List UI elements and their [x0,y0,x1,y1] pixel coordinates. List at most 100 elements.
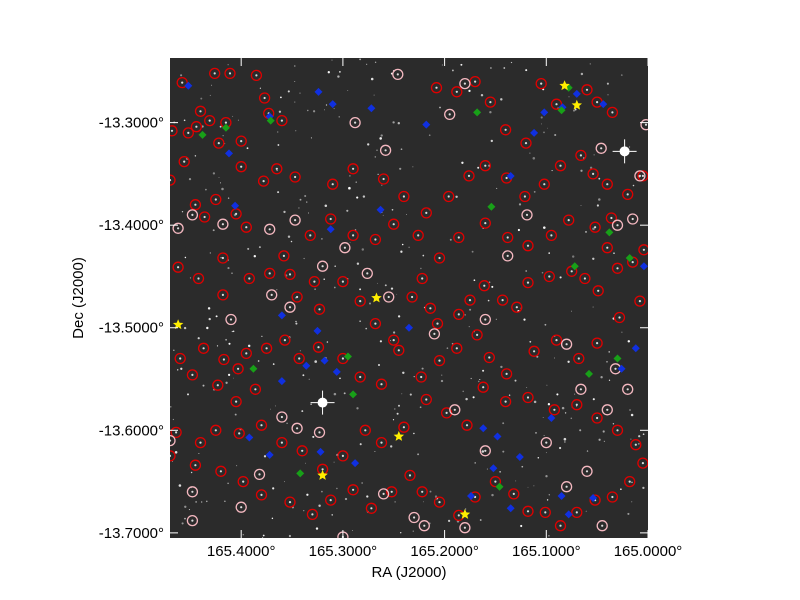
background-star [593,154,595,156]
background-star [318,504,321,508]
background-star [500,365,503,369]
red-circle-marker [243,272,255,285]
background-star [272,363,275,365]
red-circle-marker [354,295,366,307]
background-star [394,408,396,410]
red-circle-marker [415,371,427,383]
background-star [173,349,175,351]
red-circle-marker [304,229,316,242]
background-star [441,374,443,376]
red-circle-marker [212,379,224,391]
pink-circle-marker [264,223,276,235]
yellow-star-marker [393,431,405,441]
background-star [237,119,239,121]
pink-circle-marker [408,511,420,524]
red-circle-marker [170,125,178,137]
red-circle-marker [573,352,585,365]
background-star [548,534,550,537]
pink-circle-marker [634,170,646,182]
red-circle-marker [377,173,390,185]
red-circle-marker [291,291,303,303]
background-star [225,338,228,341]
red-circle-marker [500,368,513,380]
blue-diamond-marker [506,504,515,513]
red-circle-marker [250,69,263,82]
background-star [227,373,231,377]
background-star [188,509,190,511]
red-circle-marker [255,489,268,501]
background-star [331,514,333,516]
red-circle-marker [605,212,618,224]
background-star [280,96,282,99]
green-diamond-marker [296,469,305,478]
background-star [184,256,187,259]
background-star [571,310,572,312]
background-star [359,58,361,61]
red-circle-marker [213,137,225,149]
green-diamond-marker [570,262,579,271]
background-star [472,396,475,399]
red-circle-marker [375,378,388,390]
red-circle-marker [545,229,558,242]
x-tick-label: 165.3000° [309,543,378,560]
background-star [183,119,186,122]
background-star [580,169,583,172]
background-star [548,252,550,254]
pink-circle-marker [595,142,607,154]
red-circle-marker [313,303,326,315]
red-circle-marker [624,475,636,488]
background-star [310,403,312,405]
red-circle-marker [369,233,382,246]
background-star [630,413,634,417]
background-star [277,144,280,146]
blue-diamond-marker [557,491,566,500]
pink-circle-marker [521,209,533,221]
background-star [547,403,551,406]
background-star [574,108,577,111]
green-diamond-marker [495,482,504,491]
red-circle-marker [276,436,288,449]
background-star [412,166,414,168]
background-star [221,187,224,191]
background-star [399,167,402,170]
background-star [324,204,328,207]
red-circle-marker [210,424,222,436]
background-star [460,63,463,66]
blue-diamond-marker [328,100,337,109]
background-star [257,360,260,362]
red-circle-marker [606,106,619,119]
red-circle-marker [479,217,491,229]
background-star [361,248,365,251]
background-star [568,96,570,98]
background-star [344,497,348,501]
background-star [533,190,536,193]
background-star [308,212,309,214]
red-circle-marker [178,155,190,168]
y-tick-label: -13.4000° [99,217,164,234]
background-star [481,450,485,453]
red-circle-marker [433,496,446,508]
red-circle-marker [404,469,416,482]
background-star [224,500,226,502]
blue-diamond-marker [326,225,335,234]
background-star [305,462,306,464]
background-star [365,327,368,330]
background-star [231,272,233,274]
background-star [451,69,454,72]
background-star [284,481,285,483]
background-star [294,65,296,67]
background-star [607,94,609,96]
yellow-star-marker [317,469,328,480]
background-star [343,392,346,395]
background-star [184,505,187,508]
background-star [380,134,383,137]
background-star [286,422,288,425]
red-circle-marker [224,67,236,80]
background-star [390,287,394,290]
blue-diamond-marker [530,128,539,137]
background-star [295,130,297,132]
background-star [271,517,274,520]
y-tick-label: -13.6000° [99,422,164,439]
red-circle-marker [511,301,523,313]
